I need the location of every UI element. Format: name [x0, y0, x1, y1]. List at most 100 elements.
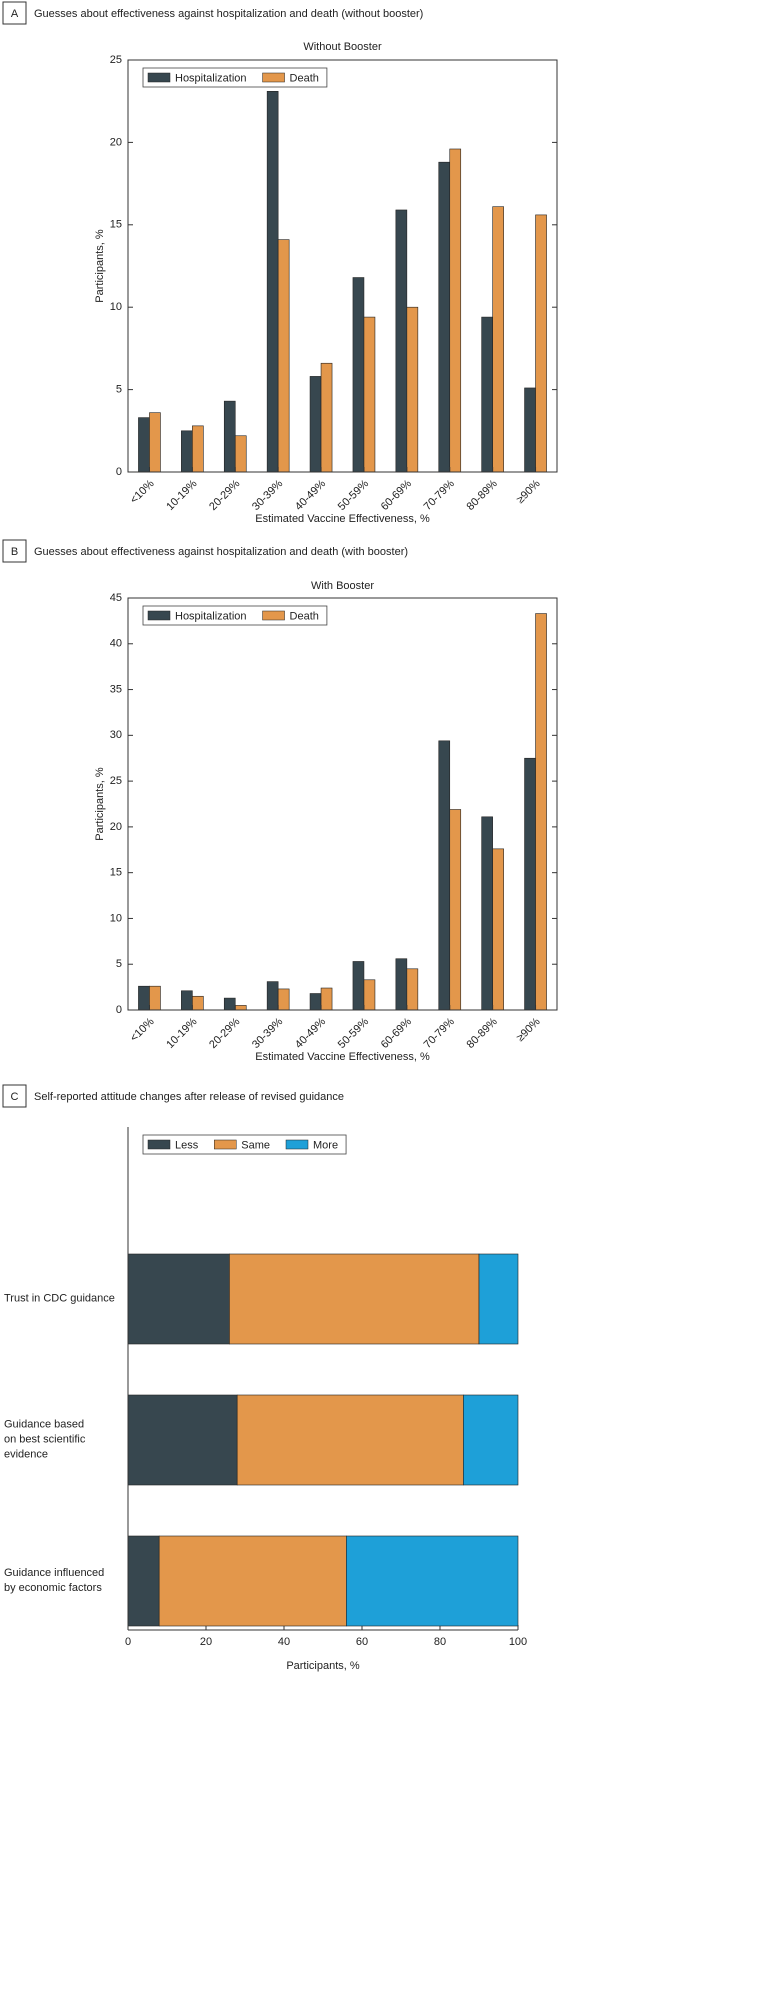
- bar: [406, 306, 419, 473]
- x-tick-label: 0: [125, 1636, 131, 1648]
- legend-label: Less: [175, 1139, 199, 1151]
- bar: [192, 995, 204, 1011]
- legend-swatch: [262, 72, 285, 83]
- bar: [438, 740, 451, 1011]
- x-axis-label: Estimated Vaccine Effectiveness, %: [255, 1051, 430, 1063]
- x-tick-label: 50-59%: [336, 1016, 371, 1051]
- x-tick-label: 100: [509, 1636, 527, 1648]
- x-tick-label: 70-79%: [422, 478, 457, 513]
- y-tick-label: 20: [110, 136, 122, 148]
- y-tick-label: 15: [110, 867, 122, 879]
- x-tick-label: ≥90%: [514, 1016, 542, 1044]
- bar: [481, 816, 493, 1011]
- legend-swatch: [147, 1139, 171, 1150]
- legend-label: Death: [290, 610, 319, 622]
- legend-label: Hospitalization: [175, 72, 247, 84]
- legend-swatch: [285, 1139, 309, 1150]
- bar: [524, 757, 536, 1011]
- legend-label: Hospitalization: [175, 610, 247, 622]
- bar-segment: [127, 1253, 230, 1345]
- bar: [149, 985, 161, 1011]
- panel-label: A: [11, 8, 19, 20]
- category-label: Guidance based on best scientific eviden…: [4, 1418, 86, 1461]
- x-tick-label: 30-39%: [250, 1016, 285, 1051]
- x-tick-label: 40-49%: [293, 1016, 328, 1051]
- y-tick-label: 10: [110, 912, 122, 924]
- panel-label-box: [2, 539, 27, 563]
- bar-segment: [158, 1535, 347, 1627]
- y-axis-label: Participants, %: [94, 229, 106, 303]
- x-tick-label: 20: [200, 1636, 212, 1648]
- bar: [181, 430, 193, 473]
- y-axis-label: Participants, %: [94, 767, 106, 841]
- x-tick-label: 20-29%: [207, 478, 242, 513]
- y-tick-label: 20: [110, 821, 122, 833]
- bar-segment: [127, 1535, 160, 1627]
- y-tick-label: 15: [110, 219, 122, 231]
- bar: [266, 91, 279, 473]
- x-axis-label: Estimated Vaccine Effectiveness, %: [255, 513, 430, 525]
- y-tick-label: 25: [110, 54, 122, 66]
- category-label: Guidance influenced by economic factors: [4, 1567, 105, 1594]
- panel-label: C: [11, 1091, 19, 1103]
- bar: [138, 417, 150, 473]
- bar-segment: [463, 1394, 519, 1486]
- bar: [363, 316, 376, 473]
- y-tick-label: 10: [110, 301, 122, 313]
- x-tick-label: 80: [434, 1636, 446, 1648]
- bar: [524, 387, 536, 473]
- y-tick-label: 5: [116, 958, 122, 970]
- x-tick-label: <10%: [128, 1016, 157, 1045]
- x-tick-label: 60: [356, 1636, 368, 1648]
- y-tick-label: 5: [116, 384, 122, 396]
- x-tick-label: 10-19%: [164, 478, 199, 513]
- x-tick-label: 30-39%: [250, 478, 285, 513]
- x-tick-label: 40-49%: [293, 478, 328, 513]
- panel-label: B: [11, 546, 18, 558]
- bar: [149, 412, 161, 473]
- bar: [492, 206, 504, 473]
- bar: [363, 979, 376, 1011]
- bar: [181, 990, 193, 1011]
- x-tick-label: <10%: [128, 478, 157, 507]
- bar: [481, 316, 493, 473]
- bar: [266, 981, 279, 1011]
- y-tick-label: 30: [110, 729, 122, 741]
- legend-label: More: [313, 1139, 338, 1151]
- x-tick-label: 10-19%: [164, 1016, 199, 1051]
- bar: [223, 997, 236, 1011]
- x-tick-label: ≥90%: [514, 478, 542, 506]
- panel-heading: Guesses about effectiveness against hosp…: [34, 8, 423, 20]
- x-tick-label: 60-69%: [379, 478, 414, 513]
- plot-frame: [127, 597, 558, 1011]
- legend-swatch: [214, 1139, 237, 1150]
- bar: [352, 277, 365, 473]
- y-tick-label: 25: [110, 775, 122, 787]
- bar: [309, 376, 322, 473]
- legend-label: Death: [290, 72, 319, 84]
- bar: [234, 1005, 247, 1011]
- y-tick-label: 0: [116, 1004, 122, 1016]
- chart-title: Without Booster: [303, 41, 382, 53]
- bar-segment: [127, 1394, 238, 1486]
- panel-heading: Guesses about effectiveness against hosp…: [34, 546, 408, 558]
- bar: [234, 435, 247, 473]
- x-tick-label: 60-69%: [379, 1016, 414, 1051]
- legend-swatch: [147, 72, 171, 83]
- x-axis-label: Participants, %: [286, 1660, 360, 1672]
- bar: [223, 400, 236, 473]
- plot-frame: [127, 59, 558, 473]
- bar: [535, 613, 547, 1011]
- panel-heading: Self-reported attitude changes after rel…: [34, 1091, 344, 1103]
- x-tick-label: 70-79%: [422, 1016, 457, 1051]
- x-tick-label: 40: [278, 1636, 290, 1648]
- legend-swatch: [262, 610, 285, 621]
- panel-label-box: [2, 1, 27, 25]
- bar: [192, 425, 204, 473]
- bar: [352, 961, 365, 1011]
- bar: [395, 958, 408, 1011]
- bar: [438, 161, 451, 473]
- x-tick-label: 20-29%: [207, 1016, 242, 1051]
- bar: [138, 985, 150, 1011]
